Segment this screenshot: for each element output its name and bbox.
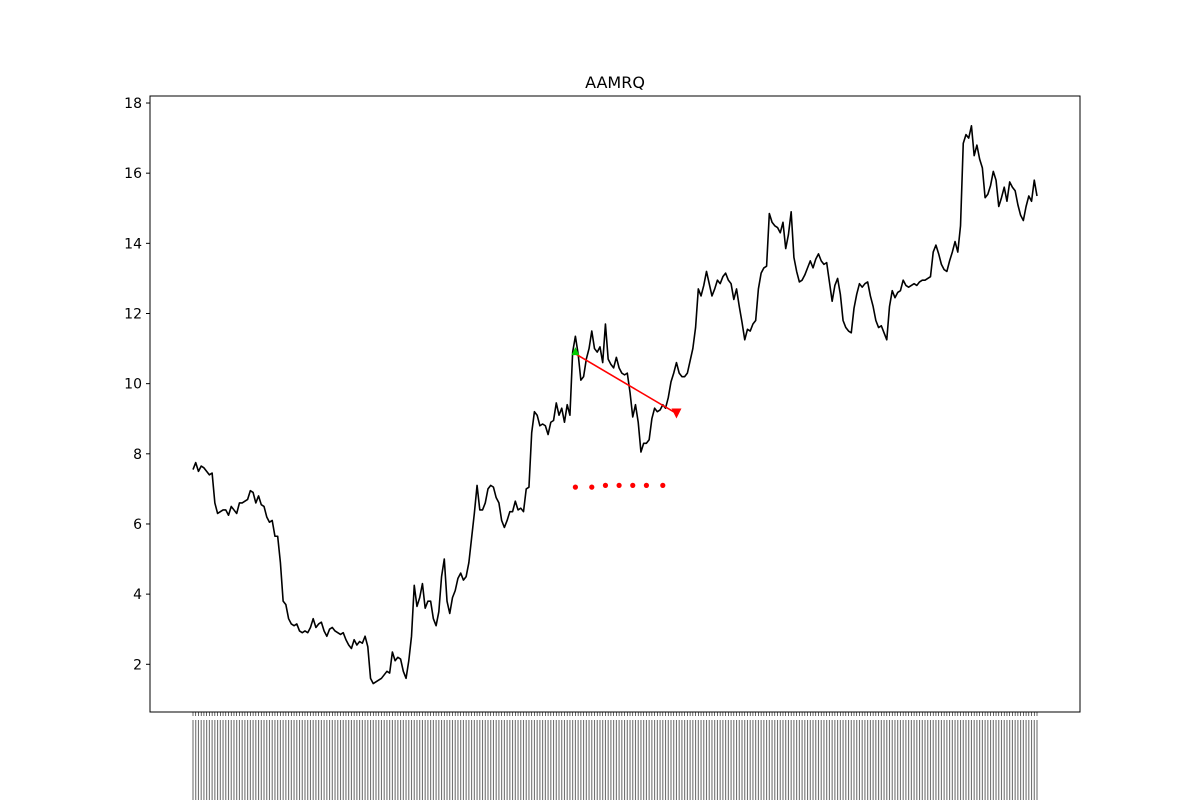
y-tick-label: 10 — [124, 377, 142, 393]
y-tick-label: 18 — [124, 96, 142, 112]
price-line — [192, 125, 1038, 685]
y-tick-label: 2 — [133, 657, 142, 673]
start-marker — [571, 347, 580, 356]
x-axis-ticks — [192, 712, 1038, 800]
y-tick-label: 14 — [124, 236, 142, 252]
chart-title: AAMRQ — [585, 73, 645, 92]
dotted-point — [616, 482, 622, 488]
y-tick-label: 8 — [133, 447, 142, 463]
y-axis-ticks: 2 4 6 8 10 12 14 16 18 — [124, 96, 150, 673]
dotted-point — [643, 482, 650, 488]
plot-frame — [149, 95, 1081, 713]
dotted-point — [602, 482, 609, 488]
dotted-point — [572, 484, 578, 490]
y-tick-label: 4 — [133, 587, 142, 603]
y-tick-label: 12 — [124, 306, 142, 322]
dotted-point — [660, 482, 666, 488]
end-marker — [671, 408, 682, 419]
dotted-point — [630, 482, 636, 488]
plot-content — [192, 125, 1038, 685]
y-tick-label: 16 — [124, 166, 142, 182]
trend-arrow — [574, 353, 677, 415]
dotted-point — [589, 484, 595, 490]
y-tick-label: 6 — [133, 517, 142, 533]
